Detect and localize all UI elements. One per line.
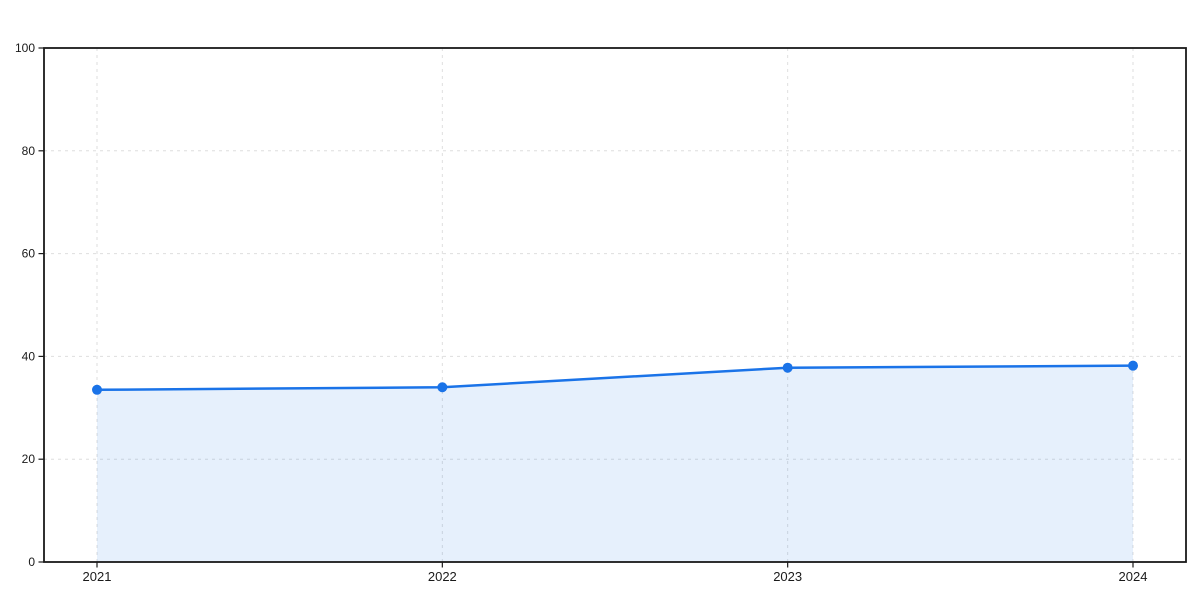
y-tick-label: 40	[22, 349, 36, 363]
trend-line	[95, 364, 1135, 392]
y-tick-label: 0	[28, 555, 35, 569]
y-tick-label: 100	[15, 41, 35, 55]
data-point	[782, 362, 793, 373]
x-tick-label: 2024	[1119, 569, 1148, 584]
data-point	[1128, 360, 1138, 371]
x-tick-label: 2022	[428, 569, 457, 584]
data-point	[92, 384, 102, 395]
x-tick-label: 2023	[773, 569, 802, 584]
y-tick-label: 60	[22, 247, 36, 261]
x-tick-label: 2021	[83, 569, 112, 584]
y-tick-label: 80	[22, 144, 36, 158]
data-point	[437, 382, 448, 393]
y-tick-label: 20	[22, 452, 36, 466]
area-fill	[97, 365, 1133, 562]
plot-frame	[43, 47, 1187, 563]
